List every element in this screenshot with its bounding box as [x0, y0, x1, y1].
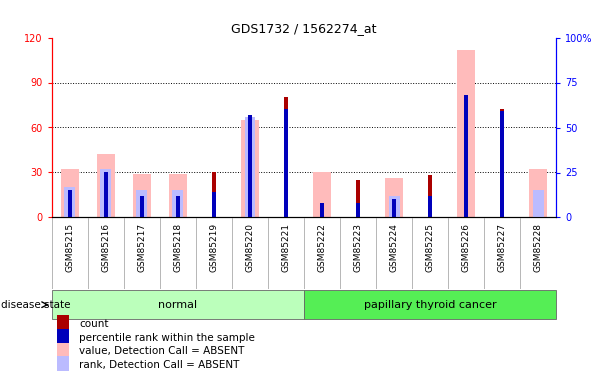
Bar — [100, 169, 111, 217]
Bar — [389, 196, 399, 217]
Bar — [57, 315, 69, 331]
Bar — [428, 176, 432, 217]
Text: GSM85226: GSM85226 — [461, 223, 471, 272]
Text: GSM85216: GSM85216 — [102, 223, 110, 272]
FancyBboxPatch shape — [304, 290, 556, 319]
Bar — [97, 154, 115, 218]
Bar — [173, 190, 183, 217]
Text: GSM85227: GSM85227 — [498, 223, 506, 272]
Text: GSM85219: GSM85219 — [209, 223, 218, 272]
Bar — [241, 120, 259, 218]
Bar — [64, 187, 75, 218]
Bar — [176, 196, 179, 217]
Bar — [68, 190, 72, 217]
Bar — [284, 98, 288, 218]
Text: percentile rank within the sample: percentile rank within the sample — [80, 333, 255, 343]
Bar — [284, 110, 288, 218]
Text: rank, Detection Call = ABSENT: rank, Detection Call = ABSENT — [80, 360, 240, 370]
Text: GSM85225: GSM85225 — [426, 223, 435, 272]
Bar — [244, 117, 255, 218]
Bar — [61, 170, 78, 217]
Bar — [356, 180, 360, 218]
Bar — [57, 343, 69, 358]
Bar — [248, 115, 252, 218]
Text: papillary thyroid cancer: papillary thyroid cancer — [364, 300, 497, 310]
Bar — [57, 356, 69, 372]
Bar — [465, 95, 468, 218]
Bar — [104, 172, 108, 217]
Title: GDS1732 / 1562274_at: GDS1732 / 1562274_at — [231, 22, 377, 35]
Text: GSM85224: GSM85224 — [390, 223, 399, 272]
Bar — [320, 203, 324, 217]
Text: GSM85220: GSM85220 — [246, 223, 254, 272]
Bar — [429, 196, 432, 217]
Bar — [500, 110, 505, 218]
Text: disease state: disease state — [1, 300, 70, 310]
Bar — [457, 50, 475, 217]
Bar — [57, 329, 69, 344]
Text: GSM85215: GSM85215 — [65, 223, 74, 272]
Text: GSM85223: GSM85223 — [354, 223, 362, 272]
Bar — [140, 196, 143, 217]
Bar — [136, 190, 147, 217]
Bar — [356, 203, 360, 217]
Bar — [533, 190, 544, 217]
Bar — [500, 111, 504, 218]
FancyBboxPatch shape — [52, 290, 304, 319]
Bar — [392, 200, 396, 217]
Text: GSM85221: GSM85221 — [282, 223, 291, 272]
Text: value, Detection Call = ABSENT: value, Detection Call = ABSENT — [80, 346, 245, 356]
Bar — [313, 172, 331, 217]
Bar — [385, 178, 403, 218]
Text: GSM85228: GSM85228 — [534, 223, 543, 272]
Bar — [212, 192, 216, 217]
Text: GSM85218: GSM85218 — [173, 223, 182, 272]
Text: GSM85222: GSM85222 — [317, 223, 326, 272]
Bar — [169, 174, 187, 217]
Text: normal: normal — [158, 300, 198, 310]
Bar — [133, 174, 151, 217]
Text: GSM85217: GSM85217 — [137, 223, 147, 272]
Bar — [530, 170, 547, 217]
Bar — [212, 172, 216, 217]
Text: count: count — [80, 319, 109, 329]
